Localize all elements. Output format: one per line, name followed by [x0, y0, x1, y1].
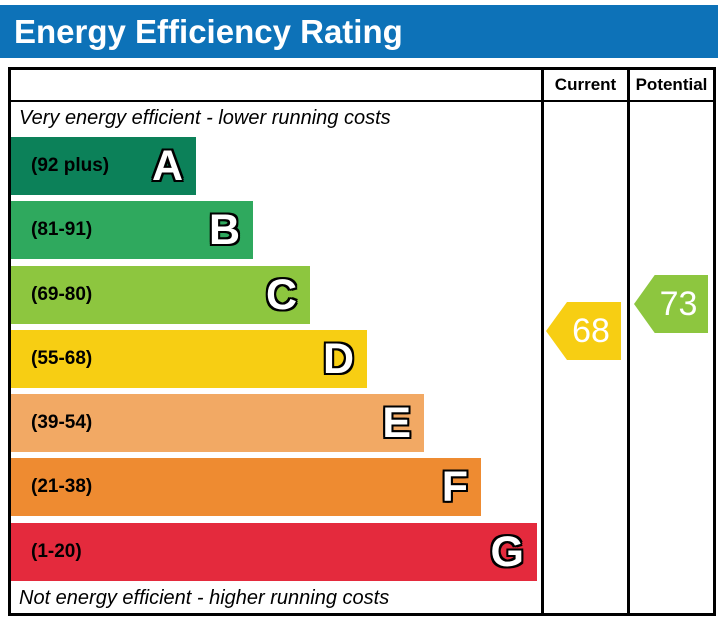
current-column-divider	[541, 70, 544, 613]
band-d-letter: D	[322, 335, 354, 383]
band-e-range-label: (39-54)	[31, 412, 93, 433]
band-g-range-label: (1-20)	[31, 541, 82, 562]
band-b-range-label: (81-91)	[31, 219, 93, 240]
band-c: (69-80) C	[11, 266, 310, 324]
band-b-letter: B	[208, 206, 240, 254]
band-g-letter: G	[490, 528, 524, 576]
current-column-header: Current	[554, 75, 617, 94]
band-b: (81-91) B	[11, 201, 253, 259]
band-c-range-label: (69-80)	[31, 284, 93, 305]
band-a-letter: A	[151, 142, 183, 190]
rating-table: Current Potential Very energy efficient …	[8, 67, 716, 616]
band-f-letter: F	[441, 463, 468, 511]
band-f: (21-38) F	[11, 458, 481, 516]
top-note: Very energy efficient - lower running co…	[19, 107, 391, 129]
potential-column-divider	[627, 70, 630, 613]
bottom-note: Not energy efficient - higher running co…	[19, 587, 390, 609]
band-e: (39-54) E	[11, 394, 424, 452]
potential-column-header: Potential	[635, 75, 708, 94]
band-a-range-label: (92 plus)	[31, 155, 110, 176]
potential-rating-value: 73	[659, 285, 698, 323]
band-a: (92 plus) A	[11, 137, 196, 195]
current-rating-value: 68	[572, 312, 610, 350]
page-title: Energy Efficiency Rating	[0, 5, 718, 58]
band-d: (55-68) D	[11, 330, 367, 388]
band-d-range-label: (55-68)	[31, 348, 93, 369]
potential-rating-arrow: 73	[634, 275, 708, 333]
current-rating-arrow: 68	[546, 302, 621, 360]
band-f-range-label: (21-38)	[31, 476, 93, 497]
band-e-letter: E	[382, 399, 411, 447]
band-g: (1-20) G	[11, 523, 537, 581]
table-header-row: Current Potential	[11, 70, 713, 102]
band-c-letter: C	[265, 271, 297, 319]
